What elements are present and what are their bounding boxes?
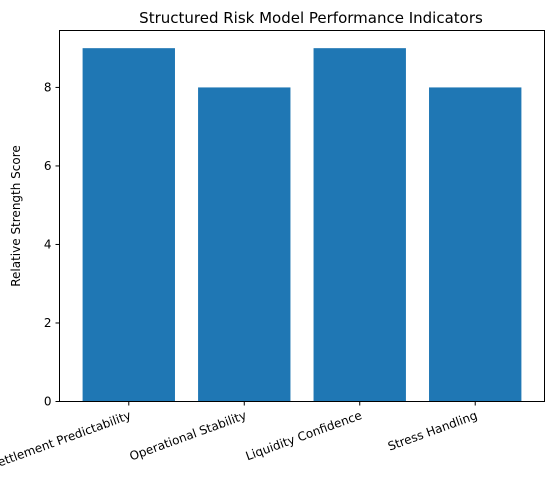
x-tick-label-2: Operational Stability bbox=[128, 408, 249, 463]
y-axis: 0 2 4 6 8 bbox=[44, 80, 60, 409]
bar-2 bbox=[198, 87, 291, 402]
y-tick-label-2: 2 bbox=[44, 316, 52, 330]
y-axis-label: Relative Strength Score bbox=[9, 145, 23, 287]
x-tick-label-3: Liquidity Confidence bbox=[244, 408, 364, 463]
bar-3 bbox=[313, 48, 406, 402]
bar-1 bbox=[82, 48, 175, 402]
x-tick-label-1: Settlement Predictability bbox=[0, 408, 133, 472]
y-tick-label-5: 8 bbox=[44, 80, 52, 94]
y-tick-label-4: 6 bbox=[44, 159, 52, 173]
chart-title: Structured Risk Model Performance Indica… bbox=[139, 9, 483, 27]
y-tick-label-3: 4 bbox=[44, 237, 52, 251]
x-tick-label-4: Stress Handling bbox=[386, 408, 479, 453]
bars-group bbox=[82, 48, 522, 402]
bar-4 bbox=[429, 87, 522, 402]
y-tick-label-1: 0 bbox=[44, 395, 52, 409]
plot-frame bbox=[59, 30, 545, 402]
